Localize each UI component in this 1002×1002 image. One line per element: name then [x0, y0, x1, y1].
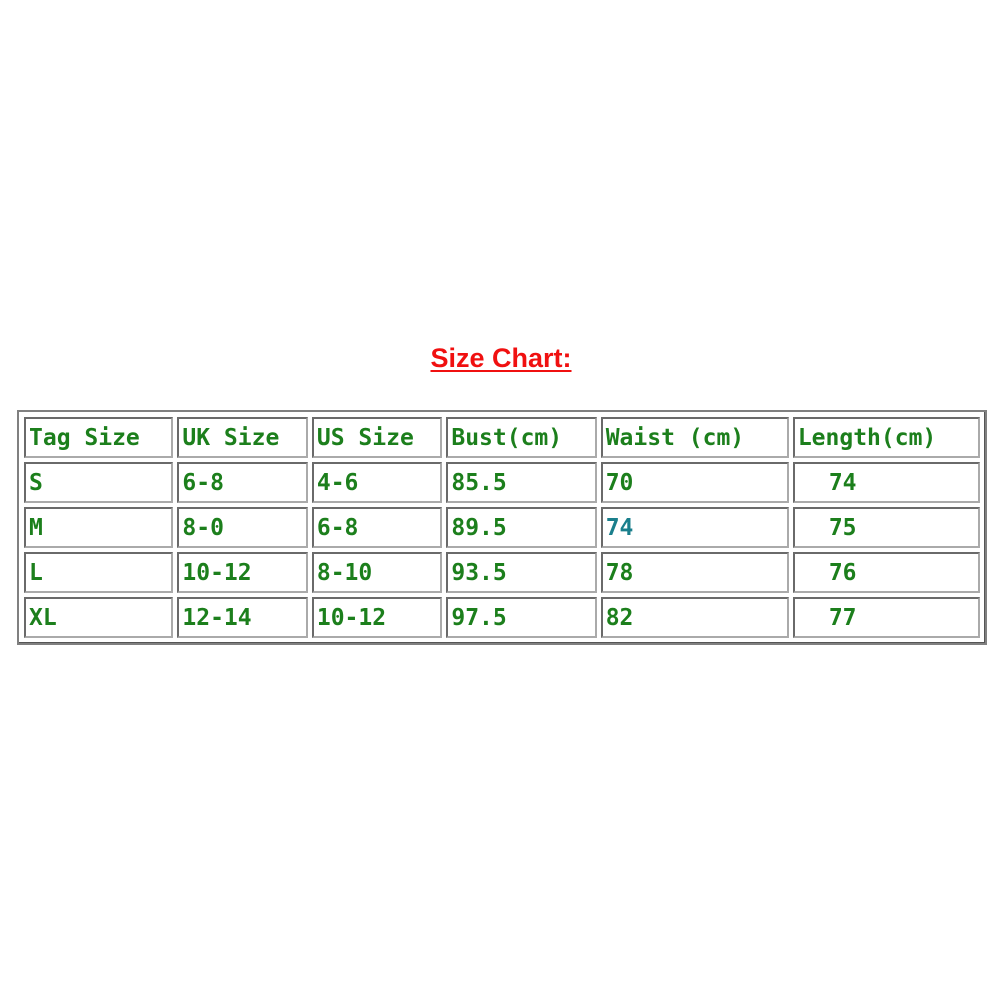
table-row: XL 12-14 10-12 97.5 82 77 — [24, 597, 980, 638]
table-cell: 82 — [600, 597, 789, 638]
table-cell: 93.5 — [446, 552, 597, 593]
table-header-row: Tag Size UK Size US Size Bust(cm) Waist … — [24, 417, 980, 458]
header-cell: Tag Size — [24, 417, 174, 458]
table-row: L 10-12 8-10 93.5 78 76 — [24, 552, 980, 593]
table-cell: 10-12 — [177, 552, 308, 593]
table-row: M 8-0 6-8 89.5 74 75 — [24, 507, 980, 548]
table-cell: 97.5 — [446, 597, 597, 638]
size-chart-title: Size Chart: — [430, 343, 572, 373]
table-cell: 85.5 — [446, 462, 597, 503]
table-cell: 76 — [792, 552, 980, 593]
table-cell: 4-6 — [311, 462, 443, 503]
header-cell: UK Size — [177, 417, 308, 458]
table-cell: 12-14 — [177, 597, 308, 638]
header-cell: Waist (cm) — [600, 417, 789, 458]
table-cell: 75 — [792, 507, 980, 548]
table-cell: S — [24, 462, 174, 503]
table-cell: 89.5 — [446, 507, 597, 548]
header-cell: Length(cm) — [792, 417, 980, 458]
table-cell: 74 — [792, 462, 980, 503]
header-cell: US Size — [311, 417, 443, 458]
table-row: S 6-8 4-6 85.5 70 74 — [24, 462, 980, 503]
table-cell: L — [24, 552, 174, 593]
table-cell: 74 — [600, 507, 789, 548]
table-cell: 6-8 — [311, 507, 443, 548]
table-cell: 78 — [600, 552, 789, 593]
table-cell: 8-0 — [177, 507, 308, 548]
size-chart-table: Tag Size UK Size US Size Bust(cm) Waist … — [17, 410, 987, 645]
table-cell: 77 — [792, 597, 980, 638]
table-cell: 10-12 — [311, 597, 443, 638]
header-cell: Bust(cm) — [446, 417, 597, 458]
table-cell: XL — [24, 597, 174, 638]
table-cell: 8-10 — [311, 552, 443, 593]
table-cell: 6-8 — [177, 462, 308, 503]
table-cell: 70 — [600, 462, 789, 503]
table-cell: M — [24, 507, 174, 548]
